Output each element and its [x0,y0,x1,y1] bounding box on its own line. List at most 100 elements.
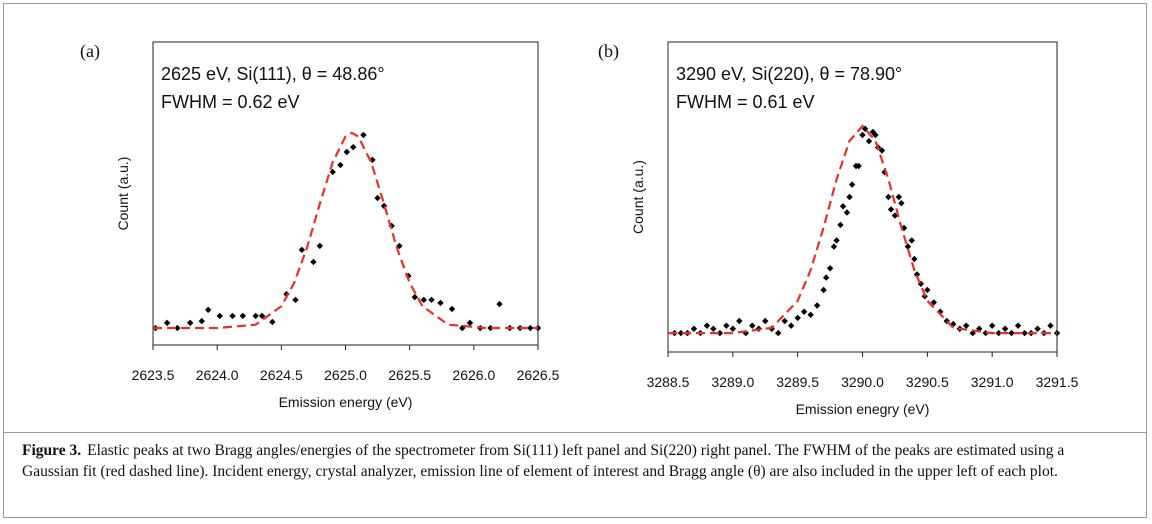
data-point [677,329,685,337]
data-point [163,319,171,327]
x-tick-label: 2624.5 [260,367,303,383]
data-point [839,203,847,210]
caption-label: Figure 3. [22,442,82,459]
x-tick-label: 3290.0 [841,374,884,390]
data-point [895,193,903,201]
data-point [820,286,827,294]
data-point [1034,325,1041,332]
data-point [310,258,317,266]
data-point [187,319,194,327]
x-tick-label: 2626.0 [452,367,495,383]
x-tick-label: 2625.0 [324,367,367,383]
data-point [292,296,299,304]
data-point [775,329,782,337]
x-tick-label: 3289.5 [776,374,819,390]
data-point [833,237,840,244]
data-point [374,194,381,202]
data-point [950,320,957,328]
annotation: FWHM = 0.62 eV [161,92,300,112]
data-point [822,274,830,281]
data-point [846,193,853,201]
fit-line [668,124,1057,335]
caption-text: Elastic peaks at two Bragg angles/energi… [22,442,1065,480]
data-point [924,286,931,294]
data-point [963,322,970,329]
figure-frame [3,3,1147,518]
data-point [448,305,456,313]
data-point [900,224,908,232]
data-point [229,312,236,320]
data-point [350,143,357,151]
data-point [527,324,534,332]
data-point [913,271,921,278]
x-tick-label: 3289.0 [711,374,754,390]
data-point [781,317,788,325]
data-point [904,243,912,250]
data-point [855,162,862,170]
data-point [729,325,737,332]
data-point [885,193,892,201]
x-tick-label: 3288.5 [647,374,690,390]
data-point [887,206,895,213]
data-point [466,319,474,327]
data-point [198,317,205,325]
y-axis-label: Count (a.u.) [115,157,131,231]
annotation: 3290 eV, Si(220), θ = 78.90° [676,64,902,84]
data-point [239,312,247,320]
data-point [710,325,717,332]
data-point [878,147,886,154]
data-point [742,329,749,337]
x-tick-label: 2623.5 [132,367,175,383]
data-point [826,265,834,272]
data-point [420,296,427,304]
data-point [258,312,266,320]
data-point [911,255,918,263]
x-tick-label: 3290.5 [906,374,949,390]
data-point [930,299,938,306]
x-tick-label: 2626.5 [517,367,560,383]
x-axis-label: Emission energy (eV) [279,394,413,410]
panel-label: (b) [598,41,619,62]
plot-frame [667,41,1058,353]
plot-frame [152,41,539,346]
data-point [762,317,769,325]
data-point [843,209,851,216]
annotation: FWHM = 0.61 eV [676,92,815,112]
data-point [690,325,698,332]
fit-line [153,131,538,330]
data-point [343,148,350,156]
data-point [937,308,944,315]
data-point [891,212,899,219]
x-tick-label: 2624.0 [196,367,239,383]
caption: Figure 3. Elastic peaks at two Bragg angl… [22,440,1122,482]
data-point [216,312,223,320]
data-point [411,293,418,301]
x-tick-label: 3291.5 [1036,374,1079,390]
data-point [872,131,879,139]
panel-label: (a) [80,41,100,62]
data-point [298,246,306,254]
annotation: 2625 eV, Si(111), θ = 48.86° [161,64,385,84]
data-point [1014,322,1022,329]
data-point [428,296,435,304]
data-point [337,161,344,169]
data-point [830,243,838,250]
data-point [174,324,181,332]
data-point [329,168,336,176]
data-point [976,325,983,332]
data-point [749,322,756,329]
data-point [1001,325,1009,332]
data-point [861,125,869,132]
data-point [703,322,711,329]
figure: 2623.5 2624.0 2624.5 2625.0 2625.5 2626.0 2626… [80,41,1079,417]
data-point [496,300,503,308]
data-point [1047,322,1054,329]
data-point [204,306,212,314]
data-point [1008,329,1015,337]
data-point [716,329,724,337]
data-point [787,322,795,329]
x-tick-label: 2625.5 [388,367,431,383]
data-point [813,302,821,309]
data-point [898,200,905,207]
